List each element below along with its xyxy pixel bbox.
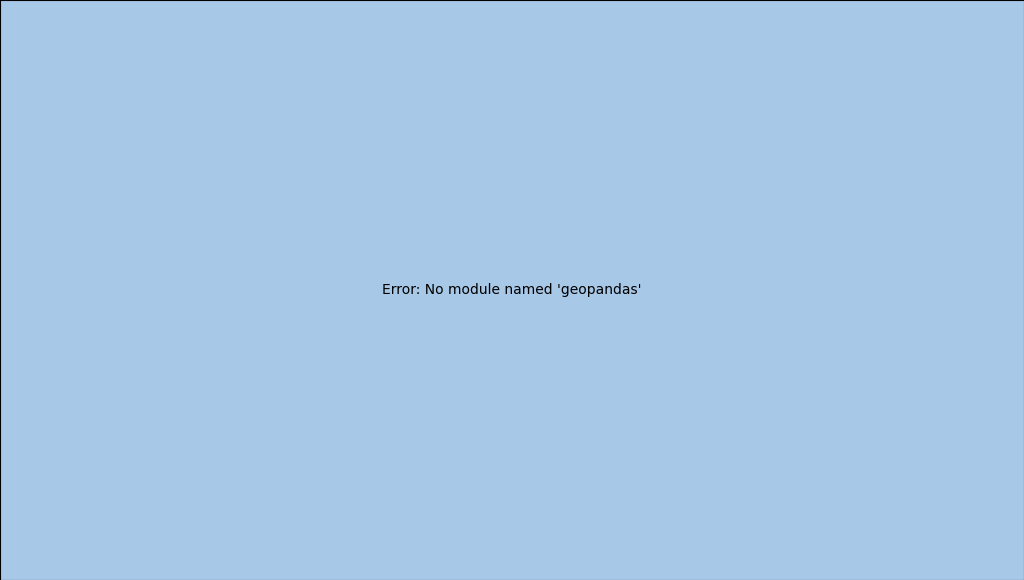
Text: Error: No module named 'geopandas': Error: No module named 'geopandas' bbox=[382, 283, 642, 297]
